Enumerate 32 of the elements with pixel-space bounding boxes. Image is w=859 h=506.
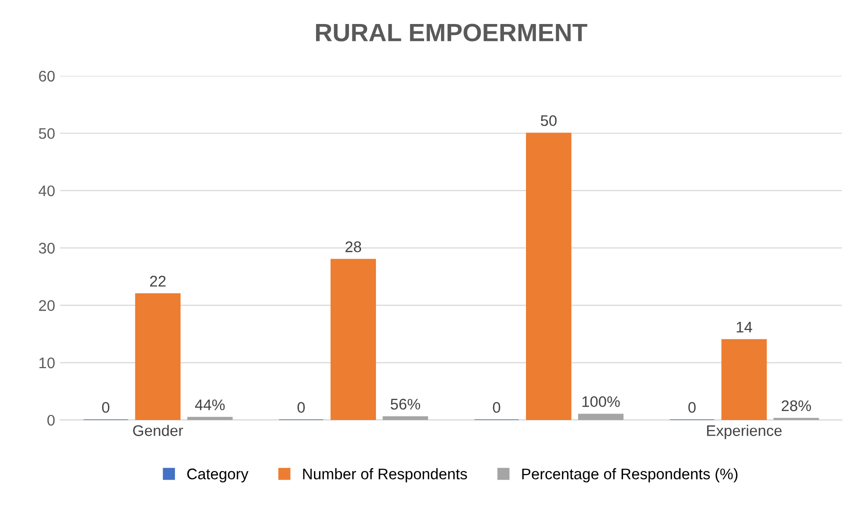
data-label: 14: [736, 322, 752, 332]
legend-label: Percentage of Respondents (%): [522, 468, 738, 482]
data-label: 28%: [782, 400, 811, 412]
data-label: 56%: [390, 398, 420, 410]
data-label: 50: [540, 115, 557, 126]
bar: [526, 132, 572, 420]
y-tick-label: 0: [47, 414, 55, 426]
data-label: 100%: [582, 396, 620, 408]
x-tick-label: Experience: [707, 424, 782, 440]
data-label: 22: [150, 276, 166, 286]
legend-label: Category: [187, 468, 248, 482]
data-label: 0: [688, 402, 696, 413]
bar: [330, 258, 376, 420]
chart-title: RURAL EMPOERMENT: [316, 24, 588, 42]
bar: [382, 416, 428, 420]
y-tick-label: 50: [38, 128, 55, 139]
legend-label: Number of Respondents: [303, 468, 467, 482]
y-tick-label: 60: [39, 70, 55, 82]
data-label: 0: [102, 402, 110, 413]
x-tick-label: Gender: [133, 424, 184, 436]
y-tick-label: 10: [39, 358, 55, 368]
bar: [578, 414, 624, 420]
data-label: 0: [298, 402, 305, 413]
bar: [135, 293, 181, 420]
bar: [721, 339, 767, 420]
data-label: 0: [492, 402, 500, 413]
data-label: 28: [346, 241, 362, 252]
y-tick-label: 20: [39, 300, 55, 311]
y-tick-label: 40: [38, 185, 55, 196]
bar: [187, 416, 233, 420]
data-label: 44%: [195, 400, 225, 410]
y-tick-label: 30: [38, 242, 55, 254]
